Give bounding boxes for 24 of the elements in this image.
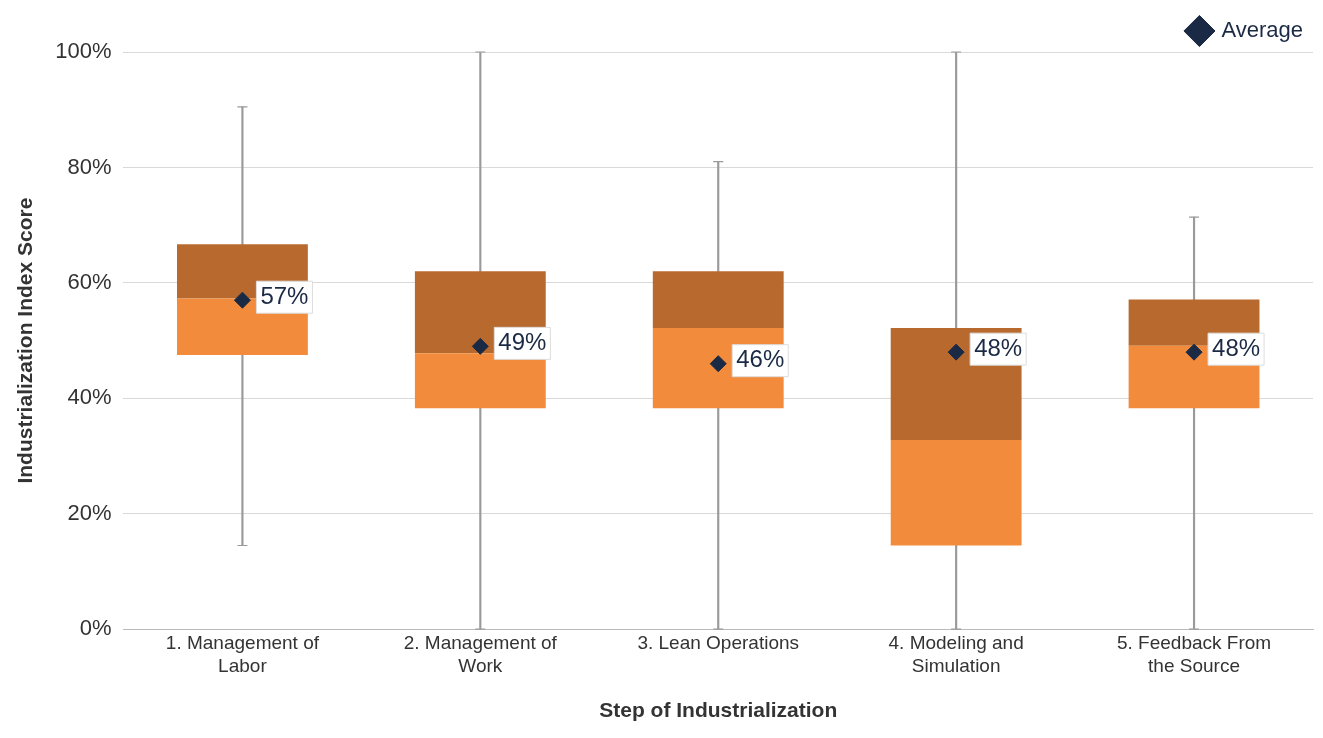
point — [709, 355, 727, 373]
point — [947, 343, 965, 361]
y-axis-title: Industrialization Index Score — [13, 197, 37, 484]
data-label: 48% — [1212, 333, 1261, 361]
x-tick-label: 4. Modeling and Simulation — [888, 631, 1024, 676]
y-tick-label: 0% — [79, 615, 112, 641]
y-tick-label: 80% — [67, 153, 112, 179]
data-label: 57% — [260, 281, 309, 309]
y-tick-label: 100% — [55, 38, 112, 64]
x-axis-title: Step of Industrialization — [599, 698, 838, 722]
point — [1185, 343, 1203, 361]
data-label: 46% — [736, 345, 785, 373]
data-label: 48% — [974, 333, 1023, 361]
y-tick-label: 20% — [67, 499, 112, 525]
point — [471, 337, 489, 355]
x-tick-label: 5. Feedback From the Source — [1116, 631, 1272, 676]
x-tick-label: 3. Lean Operations — [637, 631, 800, 653]
x-tick-label: 1. Management of Labor — [165, 631, 320, 676]
y-tick-label: 40% — [67, 384, 112, 410]
data-label: 49% — [498, 328, 547, 355]
point — [233, 291, 251, 309]
legend-label: Average — [1221, 17, 1303, 43]
x-tick-label: 2. Management of Work — [403, 631, 558, 676]
y-tick-label: 60% — [67, 268, 112, 294]
